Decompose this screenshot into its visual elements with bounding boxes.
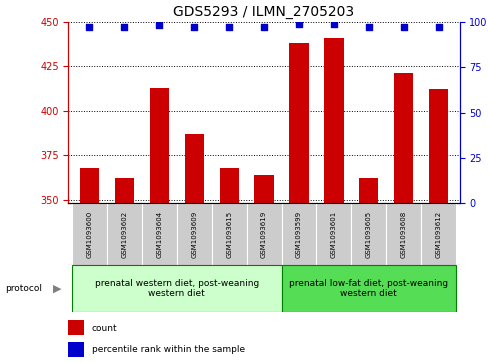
Text: GSM1093609: GSM1093609	[191, 211, 197, 258]
Text: GSM1093602: GSM1093602	[121, 211, 127, 258]
Bar	[72, 265, 281, 312]
Point	[364, 24, 372, 30]
Bar	[184, 134, 203, 203]
Bar	[246, 203, 281, 265]
Point	[155, 23, 163, 28]
Bar	[359, 178, 378, 203]
Point	[294, 21, 302, 26]
Text: GSM1093604: GSM1093604	[156, 211, 162, 258]
Bar	[420, 203, 455, 265]
Text: GSM1093600: GSM1093600	[86, 211, 92, 258]
Bar	[351, 203, 386, 265]
Point	[85, 24, 93, 30]
Bar	[80, 168, 99, 203]
Text: percentile rank within the sample: percentile rank within the sample	[92, 345, 244, 354]
Bar	[149, 87, 168, 203]
Text: GSM1093605: GSM1093605	[365, 211, 371, 258]
Bar	[176, 203, 211, 265]
Text: prenatal western diet, post-weaning
western diet: prenatal western diet, post-weaning west…	[94, 279, 258, 298]
Point	[190, 24, 198, 30]
Text: GSM1093601: GSM1093601	[330, 211, 336, 258]
Bar	[289, 43, 308, 203]
Point	[260, 24, 267, 30]
Bar	[324, 38, 343, 203]
Point	[399, 24, 407, 30]
Bar	[316, 203, 351, 265]
Bar	[281, 265, 455, 312]
Text: ▶: ▶	[53, 284, 61, 294]
Bar	[115, 178, 134, 203]
Title: GDS5293 / ILMN_2705203: GDS5293 / ILMN_2705203	[173, 5, 354, 19]
Bar	[219, 168, 238, 203]
Point	[329, 21, 337, 26]
Text: prenatal low-fat diet, post-weaning
western diet: prenatal low-fat diet, post-weaning west…	[289, 279, 447, 298]
Bar	[107, 203, 142, 265]
Bar	[428, 89, 447, 203]
Text: GSM1093608: GSM1093608	[400, 211, 406, 258]
Point	[225, 24, 233, 30]
Bar	[68, 342, 84, 357]
Text: GSM1093612: GSM1093612	[435, 211, 441, 258]
Bar	[393, 73, 412, 203]
Text: count: count	[92, 323, 117, 333]
Point	[434, 24, 442, 30]
Bar	[254, 175, 273, 203]
Bar	[281, 203, 316, 265]
Text: protocol: protocol	[5, 284, 42, 293]
Bar	[72, 203, 107, 265]
Bar	[211, 203, 246, 265]
Bar	[386, 203, 420, 265]
Bar	[142, 203, 176, 265]
Bar	[68, 320, 84, 335]
Text: GSM1093615: GSM1093615	[225, 211, 232, 258]
Text: GSM1093599: GSM1093599	[295, 211, 302, 258]
Point	[120, 24, 128, 30]
Text: GSM1093619: GSM1093619	[261, 211, 266, 258]
